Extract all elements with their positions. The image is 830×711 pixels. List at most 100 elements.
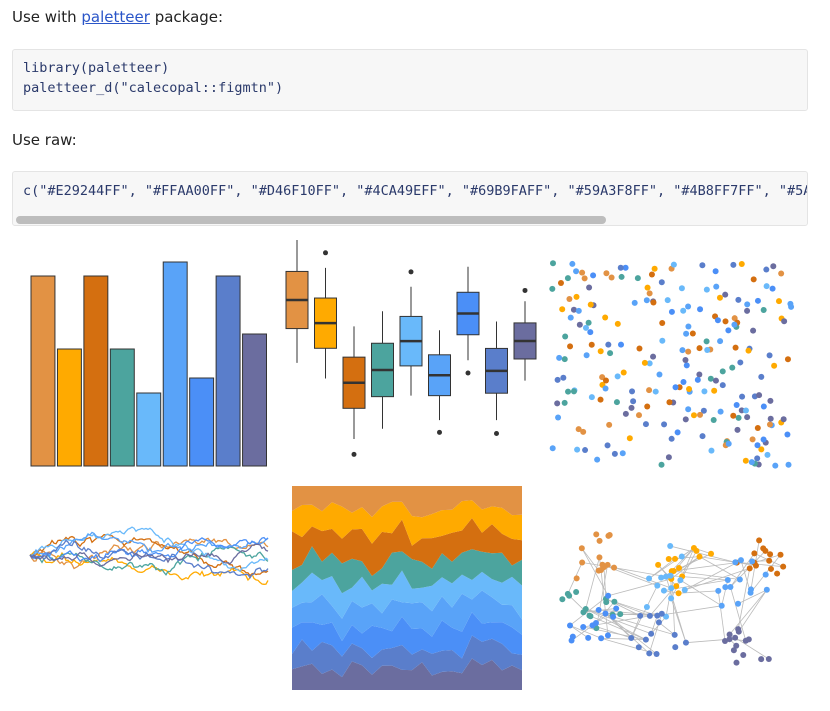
- point: [619, 450, 626, 457]
- point: [731, 315, 738, 322]
- node: [668, 595, 675, 602]
- point: [690, 412, 697, 419]
- node: [654, 612, 661, 619]
- point: [556, 354, 563, 361]
- edge: [585, 608, 652, 635]
- point: [712, 377, 719, 384]
- point: [567, 314, 574, 321]
- code-line: c("#E29244FF", "#FFAA00FF", "#D46F10FF",…: [23, 183, 807, 199]
- node: [762, 571, 769, 578]
- node: [635, 644, 642, 651]
- point: [760, 403, 767, 410]
- point: [754, 455, 761, 462]
- point: [742, 407, 749, 414]
- point: [769, 285, 776, 292]
- node: [733, 659, 740, 666]
- edge: [737, 589, 768, 605]
- point: [686, 385, 693, 392]
- point: [758, 373, 765, 380]
- point: [733, 401, 740, 408]
- node: [628, 634, 635, 641]
- intro-text: package:: [154, 8, 224, 26]
- point: [587, 329, 594, 336]
- node: [605, 592, 612, 599]
- point: [730, 412, 737, 419]
- point: [784, 356, 791, 363]
- node: [611, 564, 618, 571]
- point: [719, 382, 726, 389]
- node: [658, 610, 665, 617]
- bar: [83, 275, 109, 467]
- point: [564, 275, 571, 282]
- node: [646, 650, 653, 657]
- point: [582, 447, 589, 454]
- point: [689, 330, 696, 337]
- node: [610, 613, 617, 620]
- edge: [658, 622, 675, 636]
- edge: [585, 608, 647, 640]
- edge: [730, 586, 747, 641]
- point: [658, 461, 665, 468]
- node: [585, 634, 592, 641]
- scrollbar[interactable]: [16, 216, 606, 224]
- node: [726, 636, 733, 643]
- point: [710, 416, 717, 423]
- point: [717, 408, 724, 415]
- point: [742, 457, 749, 464]
- point: [760, 306, 767, 313]
- point: [704, 346, 711, 353]
- edge: [581, 547, 599, 571]
- area: [292, 612, 522, 659]
- point: [682, 357, 689, 364]
- point: [699, 262, 706, 269]
- point: [646, 387, 653, 394]
- link[interactable]: paletteer: [81, 8, 150, 26]
- point: [754, 442, 761, 449]
- node: [665, 555, 672, 562]
- point: [734, 426, 741, 433]
- point: [635, 412, 642, 419]
- edge: [568, 595, 591, 617]
- point: [549, 445, 556, 452]
- code-line: library(paletteer): [23, 60, 170, 76]
- point: [562, 333, 569, 340]
- node: [749, 558, 756, 565]
- point: [745, 347, 752, 354]
- edge: [721, 579, 729, 606]
- edge: [613, 567, 667, 578]
- code-block[interactable]: c("#E29244FF", "#FFAA00FF", "#D46F10FF",…: [12, 171, 808, 226]
- area: [292, 518, 522, 576]
- node: [595, 606, 602, 613]
- point: [678, 285, 685, 292]
- point: [659, 319, 666, 326]
- node: [751, 550, 758, 557]
- node: [732, 559, 739, 566]
- node: [722, 584, 729, 591]
- point: [618, 273, 625, 280]
- edge: [670, 545, 736, 563]
- node: [593, 531, 600, 538]
- node: [568, 637, 575, 644]
- node: [766, 557, 773, 564]
- node: [765, 656, 772, 663]
- node: [696, 553, 703, 560]
- point: [622, 410, 629, 417]
- point: [659, 337, 666, 344]
- point: [754, 297, 761, 304]
- edge: [608, 578, 672, 597]
- node: [596, 537, 603, 544]
- point: [574, 446, 581, 453]
- outlier: [437, 429, 442, 435]
- edge: [569, 625, 589, 639]
- node: [735, 600, 742, 607]
- point: [750, 276, 757, 283]
- bar: [189, 377, 215, 467]
- point: [767, 397, 774, 404]
- point: [646, 290, 653, 297]
- node: [733, 642, 740, 649]
- point: [664, 297, 671, 304]
- point: [561, 356, 568, 363]
- outlier: [522, 287, 528, 293]
- point: [683, 330, 690, 337]
- node: [606, 532, 613, 539]
